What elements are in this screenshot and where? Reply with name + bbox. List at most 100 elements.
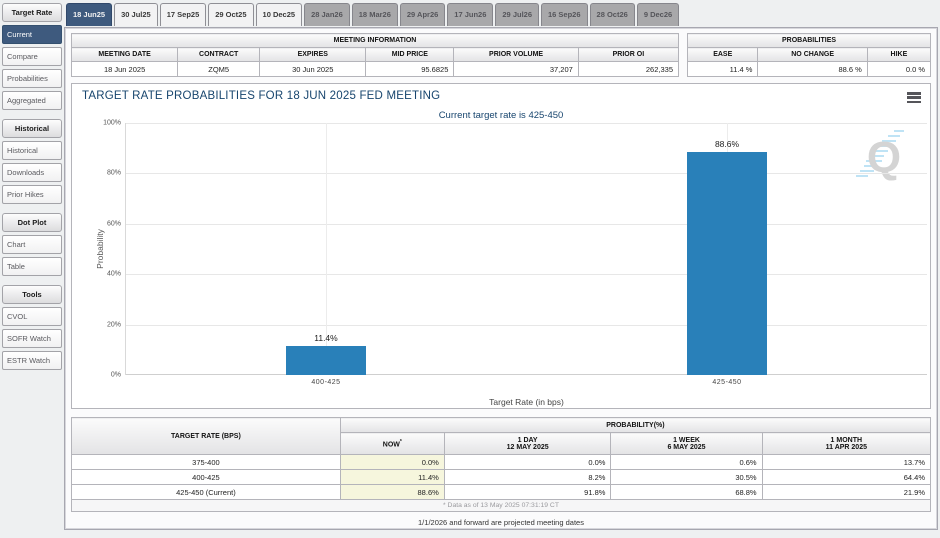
projected-meetings-note: 1/1/2026 and forward are projected meeti… bbox=[418, 518, 584, 527]
meeting-info-title: MEETING INFORMATION bbox=[71, 33, 679, 48]
sidebar-header-target-rate: Target Rate bbox=[2, 3, 62, 22]
ytick-0: 0% bbox=[110, 371, 121, 379]
w1-375-400: 0.6% bbox=[610, 454, 763, 470]
now-425-450: 88.6% bbox=[339, 484, 445, 500]
probability-history-section: TARGET RATE (BPS) PROBABILITY(%) NOW* 1 … bbox=[71, 417, 932, 512]
col-contract: CONTRACT bbox=[177, 47, 261, 62]
d1-425-450: 91.8% bbox=[443, 484, 612, 500]
y-axis-title: Probability bbox=[94, 229, 105, 269]
sidebar-item-aggregated[interactable]: Aggregated bbox=[2, 91, 62, 110]
sidebar-header-tools: Tools bbox=[2, 285, 62, 304]
one-month-date: 11 APR 2025 bbox=[825, 443, 867, 451]
sidebar-item-sofr-watch[interactable]: SOFR Watch bbox=[2, 329, 62, 348]
range-400-425: 400-425 bbox=[71, 469, 341, 485]
ytick-60: 60% bbox=[106, 220, 121, 228]
chart-subtitle: Current target rate is 425-450 bbox=[438, 110, 564, 121]
tab-9-dec26[interactable]: 9 Dec26 bbox=[636, 3, 680, 26]
one-week-date: 6 MAY 2025 bbox=[667, 443, 706, 451]
col-meeting-date: MEETING DATE bbox=[70, 47, 179, 62]
sidebar-item-compare[interactable]: Compare bbox=[2, 47, 62, 66]
ytick-20: 20% bbox=[106, 321, 121, 329]
probability-group-header: PROBABILITY(%) bbox=[339, 417, 932, 433]
chart-title: TARGET RATE PROBABILITIES FOR 18 JUN 202… bbox=[82, 90, 441, 102]
x-axis-title: Target Rate (in bps) bbox=[489, 397, 564, 407]
one-day-date: 12 MAY 2025 bbox=[506, 443, 549, 451]
sidebar-item-estr-watch[interactable]: ESTR Watch bbox=[2, 351, 62, 370]
bar-chart-plot-area: 100% 80% 60% 40% 20% 0% Probability 11.4… bbox=[95, 120, 927, 407]
tab-10-dec25[interactable]: 10 Dec25 bbox=[255, 3, 303, 26]
prior-volume-value: 37,207 bbox=[453, 61, 579, 77]
ease-value: 11.4 % bbox=[686, 61, 759, 77]
sidebar: Target Rate Current Compare Probabilitie… bbox=[2, 3, 62, 373]
hike-value: 0.0 % bbox=[866, 61, 932, 77]
tab-29-jul26[interactable]: 29 Jul26 bbox=[495, 3, 539, 26]
one-week-label: 1 WEEK bbox=[673, 436, 700, 444]
sidebar-header-historical: Historical bbox=[2, 119, 62, 138]
tab-29-apr26[interactable]: 29 Apr26 bbox=[399, 3, 446, 26]
one-month-label: 1 MONTH bbox=[830, 436, 863, 444]
col-1-month: 1 MONTH 11 APR 2025 bbox=[761, 432, 932, 455]
sidebar-item-cvol[interactable]: CVOL bbox=[2, 307, 62, 326]
bar-425-450[interactable] bbox=[687, 151, 767, 375]
chart-panel: TARGET RATE PROBABILITIES FOR 18 JUN 202… bbox=[71, 83, 931, 409]
mid-price-value: 95.6825 bbox=[365, 61, 455, 77]
col-prior-oi: PRIOR OI bbox=[577, 47, 680, 62]
expires-value: 30 Jun 2025 bbox=[259, 61, 367, 77]
gridline-category-1 bbox=[326, 123, 327, 375]
data-as-of-footnote: * Data as of 13 May 2025 07:31:19 CT bbox=[71, 499, 931, 512]
col-mid-price: MID PRICE bbox=[365, 47, 455, 62]
col-hike: HIKE bbox=[866, 47, 932, 62]
bar-value-label-425-450: 88.6% bbox=[714, 138, 740, 149]
probabilities-summary-table: PROBABILITIES EASE NO CHANGE HIKE 11.4 %… bbox=[686, 33, 932, 77]
one-day-label: 1 DAY bbox=[517, 436, 538, 444]
range-425-450-current: 425-450 (Current) bbox=[71, 484, 341, 500]
probability-history-table: TARGET RATE (BPS) PROBABILITY(%) NOW* 1 … bbox=[71, 417, 932, 512]
col-prior-volume: PRIOR VOLUME bbox=[453, 47, 579, 62]
col-expires: EXPIRES bbox=[259, 47, 367, 62]
sidebar-item-historical[interactable]: Historical bbox=[2, 141, 62, 160]
sidebar-item-table[interactable]: Table bbox=[2, 257, 62, 276]
w1-425-450: 68.8% bbox=[610, 484, 763, 500]
no-change-value: 88.6 % bbox=[757, 61, 868, 77]
m1-400-425: 64.4% bbox=[761, 469, 932, 485]
now-footnote-marker: * bbox=[399, 438, 402, 445]
sidebar-item-probabilities[interactable]: Probabilities bbox=[2, 69, 62, 88]
xtick-425-450: 425-450 bbox=[712, 379, 742, 386]
bar-value-label-400-425: 11.4% bbox=[314, 333, 338, 344]
tab-28-oct26[interactable]: 28 Oct26 bbox=[589, 3, 635, 26]
tab-17-sep25[interactable]: 17 Sep25 bbox=[159, 3, 207, 26]
ytick-80: 80% bbox=[106, 169, 121, 177]
col-no-change: NO CHANGE bbox=[757, 47, 868, 62]
prior-oi-value: 262,335 bbox=[577, 61, 680, 77]
table-row: 425-450 (Current) 88.6% 91.8% 68.8% 21.9… bbox=[71, 484, 932, 500]
sidebar-item-chart[interactable]: Chart bbox=[2, 235, 62, 254]
col-now: NOW* bbox=[339, 432, 445, 455]
tab-29-oct25[interactable]: 29 Oct25 bbox=[208, 3, 254, 26]
now-label: NOW bbox=[382, 441, 400, 449]
tab-16-sep26[interactable]: 16 Sep26 bbox=[541, 3, 588, 26]
tab-18-mar26[interactable]: 18 Mar26 bbox=[351, 3, 398, 26]
tab-17-jun26[interactable]: 17 Jun26 bbox=[447, 3, 494, 26]
col-target-rate-bps: TARGET RATE (BPS) bbox=[71, 417, 341, 455]
now-400-425: 11.4% bbox=[339, 469, 445, 485]
tab-30-jul25[interactable]: 30 Jul25 bbox=[114, 3, 158, 26]
d1-400-425: 8.2% bbox=[443, 469, 612, 485]
col-ease: EASE bbox=[686, 47, 759, 62]
w1-400-425: 30.5% bbox=[610, 469, 763, 485]
chart-menu-icon[interactable] bbox=[907, 92, 921, 105]
d1-375-400: 0.0% bbox=[443, 454, 612, 470]
range-375-400: 375-400 bbox=[71, 454, 341, 470]
sidebar-item-current[interactable]: Current bbox=[2, 25, 62, 44]
col-1-day: 1 DAY 12 MAY 2025 bbox=[443, 432, 612, 455]
tab-18-jun25[interactable]: 18 Jun25 bbox=[66, 3, 113, 26]
now-375-400: 0.0% bbox=[339, 454, 445, 470]
bar-400-425[interactable] bbox=[286, 346, 366, 375]
m1-425-450: 21.9% bbox=[761, 484, 932, 500]
contract-value: ZQM5 bbox=[177, 61, 261, 77]
tab-28-jan26[interactable]: 28 Jan26 bbox=[304, 3, 350, 26]
meeting-date-value: 18 Jun 2025 bbox=[70, 61, 179, 77]
sidebar-item-prior-hikes[interactable]: Prior Hikes bbox=[2, 185, 62, 204]
sidebar-item-downloads[interactable]: Downloads bbox=[2, 163, 62, 182]
probabilities-title: PROBABILITIES bbox=[687, 33, 931, 48]
